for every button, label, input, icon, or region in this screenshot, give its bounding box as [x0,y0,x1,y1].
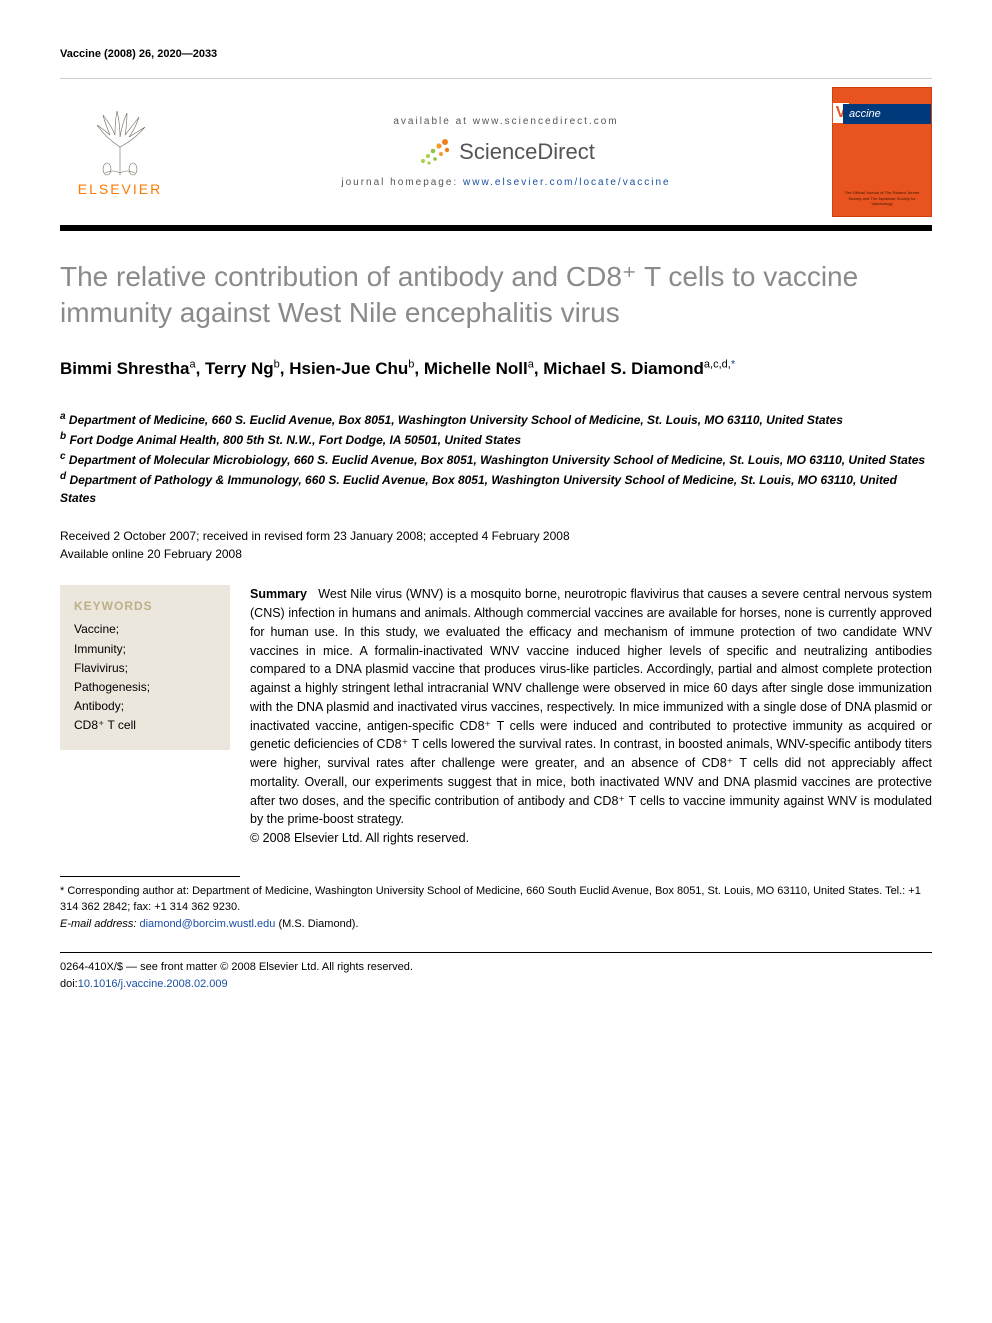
keywords-heading: KEYWORDS [74,597,216,616]
email-line: E-mail address: diamond@borcim.wustl.edu… [60,916,932,933]
summary-copyright: © 2008 Elsevier Ltd. All rights reserved… [250,831,469,845]
issn-copyright-line: 0264-410X/$ — see front matter © 2008 El… [60,959,932,976]
available-online-line: Available online 20 February 2008 [60,545,932,563]
doi-link[interactable]: 10.1016/j.vaccine.2008.02.009 [78,978,228,990]
journal-homepage-link[interactable]: www.elsevier.com/locate/vaccine [463,177,671,188]
journal-cover-thumb: V accine The Official Journal of The Edw… [832,87,932,217]
affiliation-d: d Department of Pathology & Immunology, … [60,469,932,507]
journal-homepage-line: journal homepage: www.elsevier.com/locat… [341,177,670,188]
available-at-line: available at www.sciencedirect.com [393,116,618,127]
affiliation-a: a Department of Medicine, 660 S. Euclid … [60,409,932,429]
summary-body: West Nile virus (WNV) is a mosquito born… [250,587,932,826]
affiliation-c: c Department of Molecular Microbiology, … [60,449,932,469]
elsevier-wordmark: ELSEVIER [78,181,162,197]
footnotes-block: * Corresponding author at: Department of… [60,883,932,933]
keyword-item: Vaccine; [74,620,216,639]
cover-subtitle-lines: The Official Journal of The Edward Jenne… [841,190,923,206]
header-center: available at www.sciencedirect.com Scien… [196,116,816,188]
summary-lead: Summary [250,587,307,601]
keyword-item: Antibody; [74,697,216,716]
summary-block: Summary West Nile virus (WNV) is a mosqu… [250,585,932,848]
citation-line: Vaccine (2008) 26, 2020—2033 [60,48,932,60]
keyword-item: CD8⁺ T cell [74,716,216,735]
journal-header-band: ELSEVIER available at www.sciencedirect.… [60,78,932,231]
affiliation-list: a Department of Medicine, 660 S. Euclid … [60,409,932,507]
sciencedirect-logo: ScienceDirect [417,137,595,167]
elsevier-tree-icon [85,107,155,177]
article-title: The relative contribution of antibody an… [60,259,932,332]
keyword-item: Pathogenesis; [74,678,216,697]
footnote-rule [60,876,240,877]
keyword-item: Immunity; [74,640,216,659]
author-list: Bimmi Shresthaa, Terry Ngb, Hsien-Jue Ch… [60,356,932,382]
footer-rule [60,952,932,953]
abstract-row: KEYWORDS Vaccine; Immunity; Flavivirus; … [60,585,932,848]
cover-title-bar: accine [843,104,931,124]
elsevier-logo-block: ELSEVIER [60,107,180,197]
affiliation-b: b Fort Dodge Animal Health, 800 5th St. … [60,429,932,449]
keyword-item: Flavivirus; [74,659,216,678]
keywords-box: KEYWORDS Vaccine; Immunity; Flavivirus; … [60,585,230,749]
sciencedirect-wordmark: ScienceDirect [459,139,595,165]
footer-block: 0264-410X/$ — see front matter © 2008 El… [60,959,932,992]
received-line: Received 2 October 2007; received in rev… [60,527,932,545]
article-dates: Received 2 October 2007; received in rev… [60,527,932,563]
sciencedirect-icon [417,137,451,167]
corresponding-author-note: * Corresponding author at: Department of… [60,883,932,916]
doi-line: doi:10.1016/j.vaccine.2008.02.009 [60,976,932,993]
corresponding-email-link[interactable]: diamond@borcim.wustl.edu [139,918,275,930]
